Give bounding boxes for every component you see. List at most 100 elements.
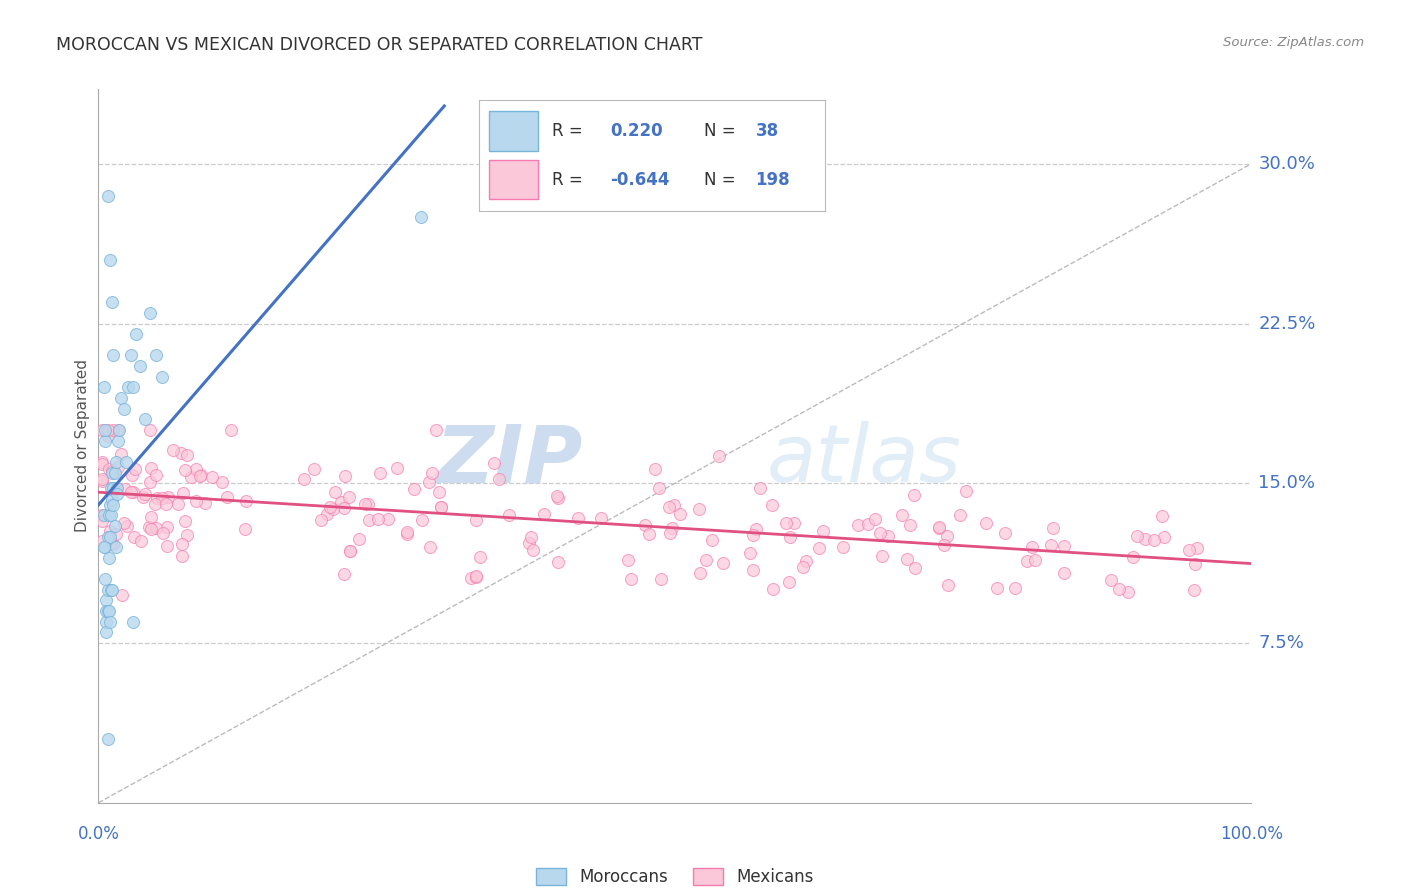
Point [103,423,125,437]
Point [166,497,188,511]
Text: 0.0%: 0.0% [77,825,120,843]
Point [904,561,927,575]
Point [700,533,723,548]
Point [782,516,804,530]
Point [194,495,217,509]
Point [134,486,156,500]
Point [90,534,112,549]
Point [97,529,120,543]
Point [117,380,139,394]
Point [316,507,339,521]
Point [97,604,120,618]
Point [1116,585,1139,599]
Point [638,527,661,541]
Point [335,469,357,483]
Point [100,508,122,523]
Point [1184,557,1206,571]
Point [104,455,127,469]
Point [1053,539,1076,553]
Point [122,530,145,544]
Point [738,546,761,560]
Point [546,490,568,504]
Point [97,423,120,437]
Point [934,538,956,552]
Point [1004,581,1026,595]
Point [98,498,121,512]
Point [870,549,893,563]
Point [589,510,612,524]
Point [112,401,135,416]
Point [145,349,167,363]
Point [98,252,121,267]
Point [322,502,344,516]
Point [103,498,125,512]
Point [955,483,977,498]
Point [354,497,377,511]
Point [395,527,418,541]
Text: MOROCCAN VS MEXICAN DIVORCED OR SEPARATED CORRELATION CHART: MOROCCAN VS MEXICAN DIVORCED OR SEPARATE… [56,36,703,54]
Point [425,423,447,437]
Point [107,434,129,448]
Point [648,481,671,495]
Point [90,514,112,528]
Point [96,615,118,629]
Point [129,359,152,373]
Point [170,445,193,459]
Point [935,528,957,542]
Point [741,564,763,578]
Point [741,528,763,542]
Point [103,519,125,533]
Text: ZIP: ZIP [436,421,582,500]
Point [309,513,332,527]
Point [156,520,179,534]
Point [547,491,569,505]
Point [1150,508,1173,523]
Point [775,516,797,531]
Point [779,530,801,544]
Point [100,536,122,550]
Point [1178,542,1201,557]
Point [617,553,640,567]
Point [323,485,346,500]
Point [139,423,162,437]
Point [294,473,316,487]
Point [108,423,131,437]
Point [121,467,143,482]
Point [122,380,145,394]
Point [488,472,510,486]
Point [90,457,112,471]
Point [172,486,194,500]
Point [150,369,173,384]
Point [155,497,177,511]
Point [709,450,731,464]
Point [807,541,830,555]
Point [97,462,120,476]
Point [138,519,160,533]
Point [139,461,162,475]
Y-axis label: Divorced or Separated: Divorced or Separated [75,359,90,533]
Point [107,423,129,437]
Point [180,470,202,484]
Text: 7.5%: 7.5% [1258,634,1305,652]
Point [792,559,814,574]
Point [395,524,418,539]
Point [419,540,441,554]
Point [863,512,886,526]
Point [928,521,950,535]
Point [357,497,380,511]
Point [368,467,391,481]
Point [567,511,589,525]
Point [139,522,162,536]
Point [107,459,129,474]
Point [1053,566,1076,581]
Point [329,495,352,509]
Point [94,434,117,448]
Point [110,447,132,461]
Point [93,380,115,394]
Point [101,493,124,508]
Point [170,549,193,563]
Point [418,475,440,489]
Point [650,572,672,586]
Point [101,582,124,597]
Point [94,572,117,586]
